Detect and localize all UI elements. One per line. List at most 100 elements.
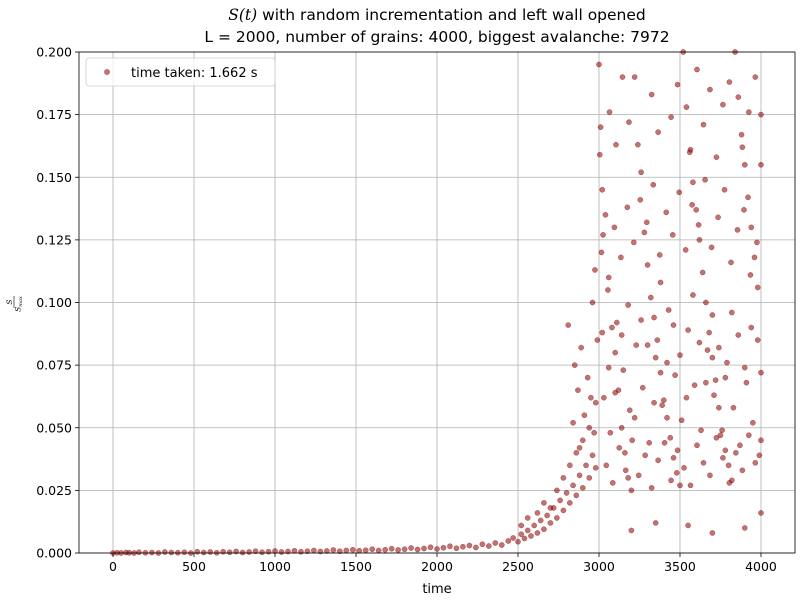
data-point-259 xyxy=(713,154,720,161)
data-point-20 xyxy=(226,549,233,556)
data-point-35 xyxy=(323,548,330,554)
data-point-212 xyxy=(702,176,708,183)
data-point-181 xyxy=(665,307,672,313)
data-point-269 xyxy=(625,302,631,308)
x-tick-label-3: 1500 xyxy=(340,559,372,574)
data-point-125 xyxy=(625,475,631,481)
data-point-147 xyxy=(696,237,703,243)
data-point-155 xyxy=(722,447,729,454)
data-point-67 xyxy=(521,535,528,542)
x-tick-label-7: 3500 xyxy=(664,559,696,574)
data-point-218 xyxy=(741,206,747,213)
data-point-94 xyxy=(547,505,554,511)
data-point-180 xyxy=(659,402,666,409)
data-point-136 xyxy=(660,397,667,404)
data-point-48 xyxy=(408,545,414,551)
data-point-134 xyxy=(654,337,661,343)
data-point-61 xyxy=(492,540,499,546)
data-point-120 xyxy=(609,324,615,331)
data-point-161 xyxy=(741,161,748,168)
data-point-22 xyxy=(239,549,246,556)
data-point-57 xyxy=(466,542,473,549)
chart-title-line-2: L = 2000, number of grains: 4000, bigges… xyxy=(204,28,669,46)
y-axis-label-den-sub: max xyxy=(18,296,24,307)
data-point-291 xyxy=(652,520,659,526)
data-point-275 xyxy=(664,359,670,366)
data-point-131 xyxy=(644,262,651,268)
data-point-231 xyxy=(668,477,674,484)
data-point-140 xyxy=(673,469,680,476)
data-point-71 xyxy=(534,530,541,536)
data-point-171 xyxy=(601,394,607,401)
y-tick-label-6: 0.150 xyxy=(36,170,72,185)
data-point-233 xyxy=(681,464,687,471)
data-point-69 xyxy=(528,533,534,539)
data-point-102 xyxy=(565,322,572,328)
data-point-23 xyxy=(246,549,252,555)
data-point-63 xyxy=(505,538,512,544)
data-point-146 xyxy=(693,206,700,213)
data-point-191 xyxy=(730,404,737,411)
data-point-186 xyxy=(698,427,704,434)
data-point-203 xyxy=(643,219,650,226)
data-point-200 xyxy=(624,204,631,211)
data-point-73 xyxy=(541,526,547,533)
data-point-260 xyxy=(720,101,726,108)
data-point-82 xyxy=(570,482,576,489)
data-point-267 xyxy=(612,389,619,396)
x-tick-label-1: 500 xyxy=(182,559,206,574)
data-point-221 xyxy=(603,462,610,469)
data-point-224 xyxy=(622,467,629,474)
data-point-271 xyxy=(638,317,644,323)
data-point-33 xyxy=(311,547,317,554)
data-point-96 xyxy=(560,475,567,481)
data-point-284 xyxy=(722,374,729,381)
data-point-236 xyxy=(700,459,707,466)
data-point-68 xyxy=(524,527,531,534)
data-point-179 xyxy=(652,354,659,361)
x-tick-label-4: 2000 xyxy=(421,559,453,574)
data-point-222 xyxy=(609,480,616,486)
data-point-156 xyxy=(725,462,732,469)
data-point-240 xyxy=(726,480,733,486)
data-point-137 xyxy=(664,414,670,421)
data-point-274 xyxy=(657,279,664,286)
data-point-90 xyxy=(518,522,525,529)
data-point-74 xyxy=(544,512,551,519)
data-point-85 xyxy=(579,485,586,491)
data-point-101 xyxy=(592,399,599,406)
data-point-170 xyxy=(758,510,764,516)
data-point-38 xyxy=(343,547,350,554)
data-point-30 xyxy=(291,547,298,554)
data-point-197 xyxy=(605,287,611,293)
data-point-162 xyxy=(745,194,751,201)
data-point-263 xyxy=(745,109,752,115)
data-point-58 xyxy=(473,544,479,551)
data-point-207 xyxy=(669,232,676,238)
data-point-255 xyxy=(687,146,694,153)
y-axis-label: S Smax xyxy=(5,296,24,312)
data-point-32 xyxy=(304,548,311,555)
data-point-8 xyxy=(149,549,155,556)
y-tick-label-5: 0.125 xyxy=(36,232,72,247)
data-point-11 xyxy=(168,549,175,556)
data-point-19 xyxy=(220,548,227,555)
x-tick-label-8: 4000 xyxy=(745,559,777,574)
data-point-41 xyxy=(362,547,369,554)
data-point-193 xyxy=(743,379,750,386)
data-point-111 xyxy=(576,444,583,451)
data-point-124 xyxy=(622,449,628,456)
data-point-6 xyxy=(136,549,142,556)
data-point-129 xyxy=(638,169,644,176)
data-point-217 xyxy=(734,227,741,233)
data-point-31 xyxy=(298,548,304,555)
data-point-117 xyxy=(599,186,606,193)
data-point-47 xyxy=(401,546,408,553)
data-point-105 xyxy=(578,344,585,351)
data-point-220 xyxy=(754,239,760,246)
data-point-213 xyxy=(708,244,715,251)
data-point-159 xyxy=(735,94,742,100)
data-point-229 xyxy=(655,457,661,464)
data-point-39 xyxy=(349,546,356,553)
data-point-66 xyxy=(518,531,525,538)
